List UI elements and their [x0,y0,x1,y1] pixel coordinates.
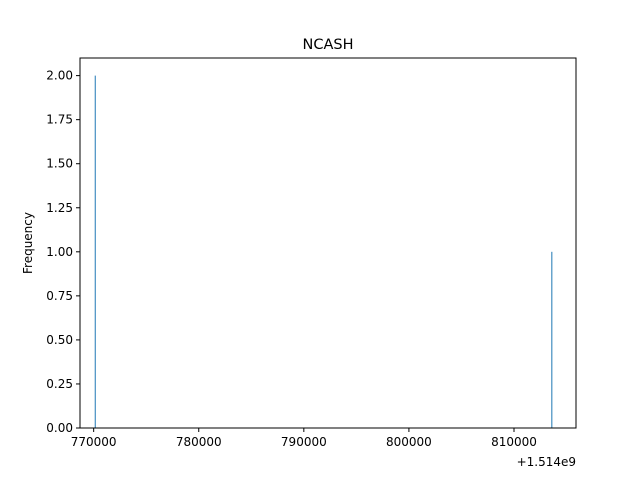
x-tick-label: 770000 [71,435,117,449]
x-tick-label: 780000 [176,435,222,449]
chart-title: NCASH [303,37,354,53]
y-tick-label: 1.50 [46,157,73,171]
y-tick-label: 0.25 [46,377,73,391]
x-offset-label: +1.514e9 [517,455,576,469]
y-tick-label: 1.00 [46,245,73,259]
y-tick-label: 0.75 [46,289,73,303]
histogram-bar-0 [94,75,96,429]
x-tick-label: 790000 [281,435,327,449]
plot-frame [79,57,577,429]
histogram-bar-1 [551,251,553,428]
bars-group [94,75,553,429]
y-ticks-group: 0.00 0.25 0.50 0.75 1.00 1.25 1.50 1.75 2.00 [46,69,80,435]
x-ticks-group: 770000 780000 790000 800000 810000 [71,428,537,449]
y-axis-label: Frequency [21,212,35,274]
x-tick-label: 800000 [386,435,432,449]
y-tick-label: 0.50 [46,333,73,347]
y-tick-label: 2.00 [46,69,73,83]
y-tick-label: 1.25 [46,201,73,215]
y-tick-label: 0.00 [46,421,73,435]
x-tick-label: 810000 [491,435,537,449]
y-tick-label: 1.75 [46,113,73,127]
